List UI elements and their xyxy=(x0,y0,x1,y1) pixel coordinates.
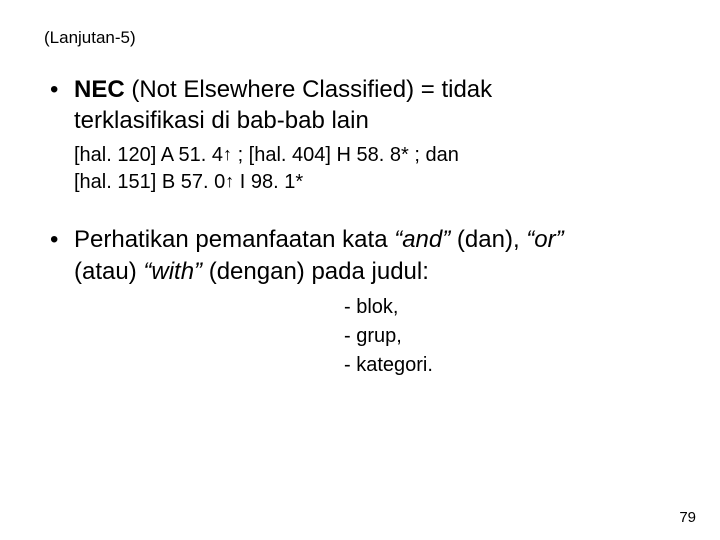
hal-references: [hal. 120] A 51. 4↑ ; [hal. 404] H 58. 8… xyxy=(44,142,676,196)
line2-pre: (atau) xyxy=(74,258,143,285)
with-italic: “with” xyxy=(143,258,202,285)
dash-grup: - grup, xyxy=(344,322,676,351)
bullet-nec: NEC (Not Elsewhere Classified) = tidak t… xyxy=(44,74,676,136)
bullet-list: NEC (Not Elsewhere Classified) = tidak t… xyxy=(44,74,676,136)
nec-rest-line1: (Not Elsewhere Classified) = tidak xyxy=(125,76,492,103)
dash-blok: - blok, xyxy=(344,293,676,322)
up-arrow-icon: ↑ xyxy=(225,172,234,190)
bullet-list-2: Perhatikan pemanfaatan kata “and” (dan),… xyxy=(44,224,676,286)
dash-list: - blok, - grup, - kategori. xyxy=(44,293,676,380)
slide: (Lanjutan-5) NEC (Not Elsewhere Classifi… xyxy=(0,0,720,540)
and-italic: “and” xyxy=(394,226,450,253)
nec-abbrev: NEC xyxy=(74,76,125,103)
continuation-header: (Lanjutan-5) xyxy=(44,28,676,48)
hal-line1-b: ; [hal. 404] H 58. 8* ; dan xyxy=(232,144,459,166)
perhatikan-pre: Perhatikan pemanfaatan kata xyxy=(74,226,394,253)
hal-line1-a: [hal. 120] A 51. 4 xyxy=(74,144,223,166)
and-plain: (dan), xyxy=(450,226,526,253)
page-number: 79 xyxy=(679,509,696,526)
bullet-perhatikan: Perhatikan pemanfaatan kata “and” (dan),… xyxy=(44,224,676,286)
or-italic: “or” xyxy=(526,226,563,253)
dash-kategori: - kategori. xyxy=(344,351,676,380)
up-arrow-icon: ↑ xyxy=(223,145,232,163)
line2-post: (dengan) pada judul: xyxy=(202,258,429,285)
hal-line2-b: I 98. 1* xyxy=(234,171,303,193)
nec-line2: terklasifikasi di bab-bab lain xyxy=(74,107,369,134)
hal-line2-a: [hal. 151] B 57. 0 xyxy=(74,171,225,193)
